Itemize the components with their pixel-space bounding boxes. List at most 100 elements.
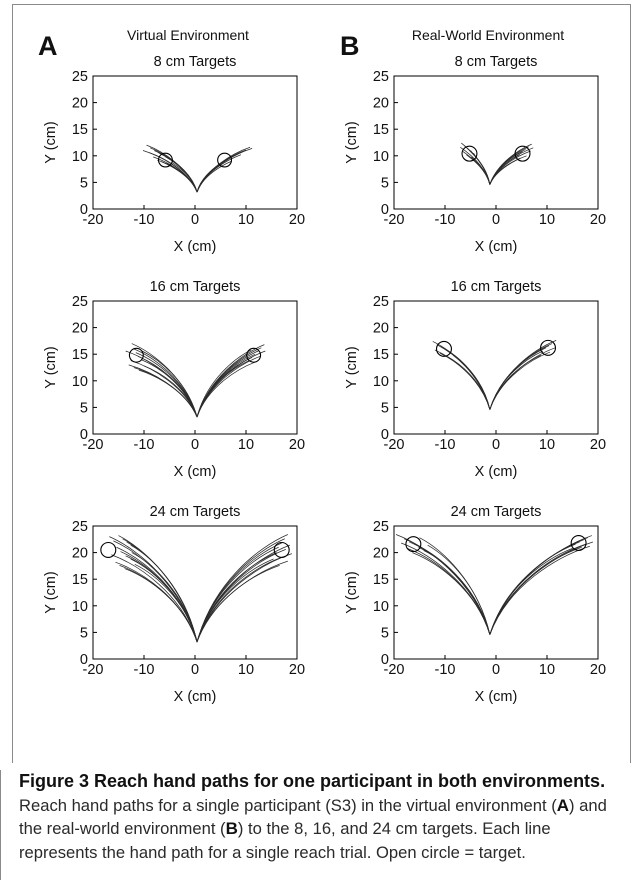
hand-path-left-1 (432, 341, 491, 410)
hand-path-left-9 (130, 558, 198, 643)
y-tick-label: 10 (373, 149, 389, 165)
y-axis-label: Y (cm) (344, 346, 360, 388)
column-title-b: Real-World Environment (412, 27, 564, 43)
figure-caption: Figure 3 Reach hand paths for one partic… (0, 770, 618, 880)
plot-frame (393, 300, 599, 435)
hand-path-left-8 (446, 356, 491, 410)
hand-path-left-6 (165, 156, 198, 193)
hand-path-right-9 (196, 350, 266, 418)
panel-title: 8 cm Targets (455, 54, 538, 70)
x-tick-label: 20 (289, 662, 305, 678)
x-axis-label: X (cm) (174, 239, 217, 255)
hand-path-right-7 (489, 347, 556, 410)
x-tick-label: 0 (492, 437, 500, 453)
hand-path-left-11 (427, 544, 491, 635)
x-tick-label: 20 (590, 437, 606, 453)
x-axis-label: X (cm) (475, 464, 518, 480)
hand-paths (125, 343, 266, 418)
hand-path-right-11 (196, 558, 274, 643)
hand-path-right-4 (196, 353, 256, 418)
x-axis-label: X (cm) (174, 689, 217, 705)
y-tick-label: 5 (80, 400, 88, 416)
x-tick-label: -10 (134, 212, 155, 228)
hand-path-right-5 (196, 357, 253, 418)
x-tick-label: 0 (191, 212, 199, 228)
x-tick-label: -20 (384, 437, 405, 453)
hand-path-left-3 (467, 148, 491, 185)
hand-path-left-3 (440, 346, 491, 410)
hand-path-left-4 (137, 355, 198, 418)
hand-paths (109, 534, 293, 643)
hand-path-left-14 (131, 552, 198, 643)
y-tick-label: 10 (373, 599, 389, 615)
hand-path-right-10 (196, 160, 232, 193)
panel-b-3: 24 cm Targets -20 -10 0 10 20 0 5 10 15 20 25 X (cm)… (344, 504, 606, 705)
hand-path-right-5 (196, 155, 234, 193)
x-tick-label: 10 (539, 437, 555, 453)
hand-path-right-6 (489, 351, 551, 410)
hand-path-left-2 (149, 147, 198, 193)
x-tick-label: 20 (590, 662, 606, 678)
target-circle-2 (570, 535, 587, 552)
hand-path-right-3 (489, 149, 526, 185)
hand-path-right-1 (489, 340, 557, 410)
x-tick-label: -20 (384, 212, 405, 228)
hand-path-right-8 (489, 354, 542, 410)
hand-path-right-6 (196, 157, 230, 193)
hand-path-right-9 (489, 545, 590, 635)
y-tick-label: 15 (72, 572, 88, 588)
hand-path-left-6 (116, 546, 198, 643)
hand-path-right-5 (196, 549, 286, 643)
x-axis-label: X (cm) (475, 689, 518, 705)
y-tick-label: 5 (80, 625, 88, 641)
y-tick-label: 15 (373, 347, 389, 363)
x-tick-label: 10 (539, 212, 555, 228)
hand-path-left-3 (154, 150, 198, 193)
x-axis-label: X (cm) (174, 464, 217, 480)
hand-path-left-13 (142, 150, 198, 193)
hand-path-left-12 (141, 350, 198, 418)
y-tick-label: 10 (72, 599, 88, 615)
caption-body-ref-b: B (225, 819, 238, 838)
x-tick-label: -10 (435, 437, 456, 453)
y-axis-label: Y (cm) (43, 571, 59, 613)
x-tick-label: 0 (191, 662, 199, 678)
target-circle-2 (540, 339, 557, 356)
hand-path-right-10 (196, 349, 252, 418)
y-axis-label: Y (cm) (43, 121, 59, 163)
panel-b-1: 8 cm Targets -20 -10 0 10 20 0 5 10 15 20 25 X (cm) Y… (344, 54, 606, 255)
target-circle-2 (514, 145, 531, 162)
hand-path-right-2 (196, 149, 247, 193)
x-tick-label: 0 (492, 212, 500, 228)
x-tick-label: -10 (435, 662, 456, 678)
hand-path-left-5 (448, 351, 491, 410)
hand-path-left-16 (109, 536, 198, 643)
y-tick-label: 15 (373, 572, 389, 588)
hand-path-right-12 (196, 147, 253, 193)
panel-title: 8 cm Targets (154, 54, 237, 70)
y-tick-label: 5 (381, 625, 389, 641)
hand-paths (460, 142, 534, 185)
target-circle-1 (128, 347, 144, 363)
hand-path-left-2 (122, 538, 198, 643)
hand-path-left-8 (133, 367, 198, 418)
y-tick-label: 20 (373, 96, 389, 112)
panels-layer: 8 cm Targets -20 -10 0 10 20 0 5 10 15 20 25 X (cm) Y… (43, 54, 606, 705)
y-tick-label: 10 (72, 374, 88, 390)
hand-path-left-3 (135, 352, 198, 418)
hand-path-left-2 (404, 538, 491, 635)
hand-path-left-7 (434, 349, 491, 410)
hand-path-left-11 (125, 350, 198, 418)
hand-path-right-6 (196, 360, 250, 418)
target-circle-1 (100, 541, 117, 558)
y-tick-label: 25 (72, 69, 88, 85)
y-tick-label: 20 (72, 96, 88, 112)
plot-frame (92, 75, 298, 210)
panel-letter-b: B (340, 31, 360, 61)
panel-letter-a: A (38, 31, 58, 61)
target-circle-1 (405, 536, 422, 553)
plot-frame (92, 300, 298, 435)
y-tick-label: 15 (373, 122, 389, 138)
hand-path-right-5 (489, 154, 520, 185)
panel-title: 16 cm Targets (451, 279, 542, 295)
